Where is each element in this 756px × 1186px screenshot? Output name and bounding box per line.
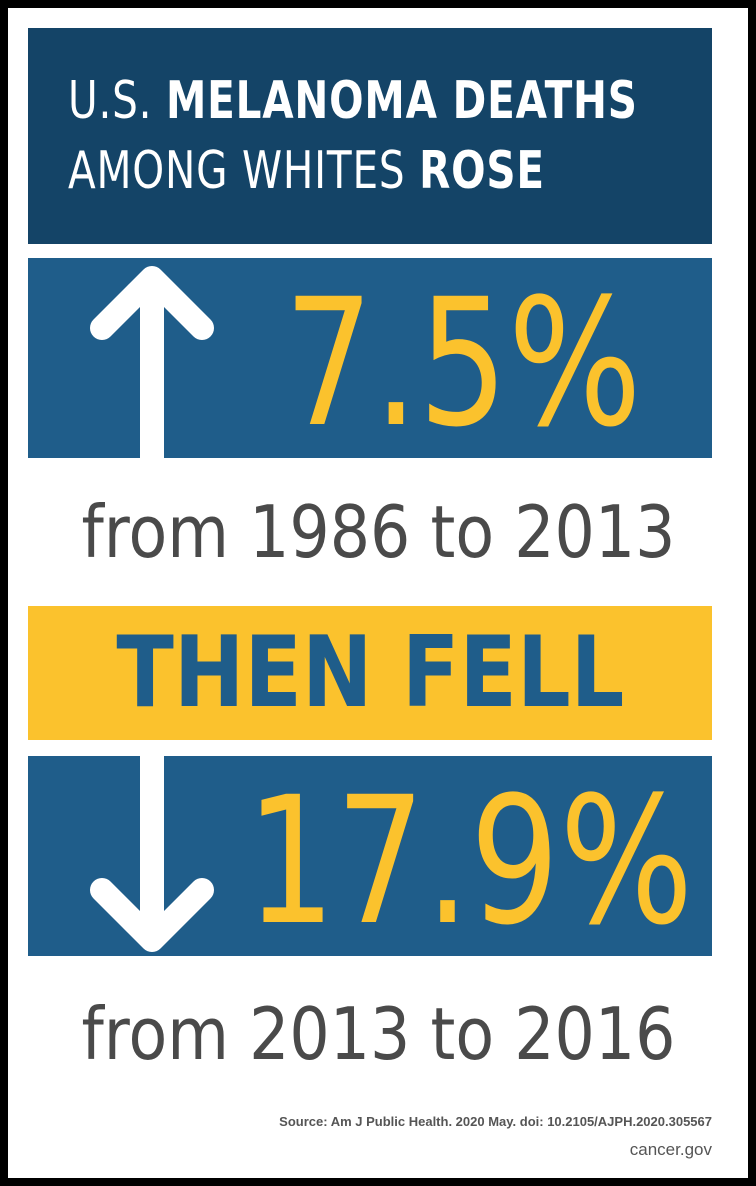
arrow-down-icon [90, 756, 214, 952]
headline-line-1: U.S. MELANOMA DEATHS [68, 66, 637, 136]
rise-range: from 1986 to 2013 [8, 492, 748, 572]
headline-line-2: AMONG WHITES ROSE [68, 136, 570, 206]
headline-line-1-bold: MELANOMA DEATHS [166, 71, 638, 131]
headline-banner: U.S. MELANOMA DEATHS AMONG WHITES ROSE [28, 28, 712, 244]
headline-line-1-light: U.S. [68, 71, 167, 131]
fall-percent: 17.9% [246, 759, 694, 964]
infographic-card: U.S. MELANOMA DEATHS AMONG WHITES ROSE 7… [8, 8, 748, 1178]
rise-range-text: from 1986 to 2013 [81, 490, 675, 574]
source-citation: Source: Am J Public Health. 2020 May. do… [279, 1114, 712, 1129]
headline-line-2-bold: ROSE [419, 141, 545, 201]
fall-range-text: from 2013 to 2016 [81, 992, 675, 1076]
fall-range: from 2013 to 2016 [8, 994, 748, 1074]
then-fell-label: THEN FELL [115, 616, 625, 730]
site-credit: cancer.gov [629, 1140, 712, 1159]
arrow-up-icon [90, 266, 214, 462]
headline-line-2-light: AMONG WHITES [68, 141, 420, 201]
rise-percent: 7.5% [284, 261, 642, 466]
then-fell-banner: THEN FELL [28, 606, 712, 740]
